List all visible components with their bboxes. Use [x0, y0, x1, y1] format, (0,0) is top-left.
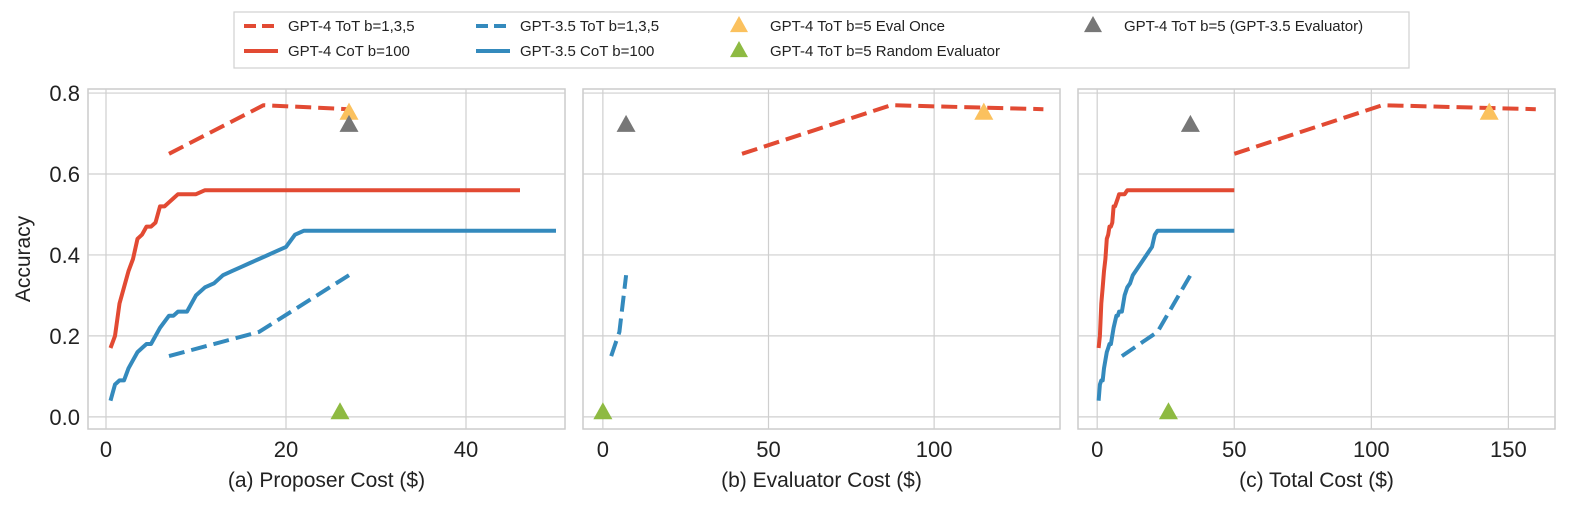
legend-marker [730, 40, 748, 58]
legend-item-gpt-4-tot-b-5-gpt-3-5-evaluator: GPT-4 ToT b=5 (GPT-3.5 Evaluator) [1084, 15, 1363, 35]
y-tick-label: 0.0 [49, 405, 80, 430]
legend-frame [233, 11, 1410, 69]
legend-marker [1084, 15, 1102, 33]
x-axis-title: (a) Proposer Cost ($) [228, 469, 425, 492]
x-tick-label: 100 [1353, 437, 1390, 462]
y-tick-label: 0.4 [49, 243, 80, 268]
point-gpt-4-tot-b-5-gpt-3-5-evaluator [616, 114, 636, 132]
y-axis-title: Accuracy [12, 215, 35, 302]
x-tick-label: 150 [1490, 437, 1527, 462]
y-tick-label: 0.6 [49, 162, 80, 187]
legend-item-gpt-4-tot-b-1-3-5: GPT-4 ToT b=1,3,5 [244, 18, 415, 35]
legend-item-gpt-3-5-cot-b-100: GPT-3.5 CoT b=100 [476, 43, 654, 60]
legend-label: GPT-4 ToT b=5 Eval Once [770, 18, 945, 35]
panel-1: 0.0 0.2 0.4 0.6 0.8 0 20 40 (a) Proposer Cost ($… [49, 81, 566, 492]
legend-label: GPT-3.5 CoT b=100 [520, 43, 654, 60]
series-line-gpt-3-5-cot-b-100 [1096, 228, 1235, 401]
y-tick-label: 0.2 [49, 324, 80, 349]
legend-label: GPT-4 CoT b=100 [288, 43, 410, 60]
legend-label: GPT-4 ToT b=5 (GPT-3.5 Evaluator) [1124, 18, 1363, 35]
x-tick-label: 100 [916, 437, 953, 462]
panel-2: 0 50 100 (b) Evaluator Cost ($) [582, 88, 1061, 492]
plot-area-frame [1077, 88, 1556, 430]
legend-label: GPT-4 ToT b=5 Random Evaluator [770, 43, 1000, 60]
x-tick-label: 40 [454, 437, 478, 462]
legend-item-gpt-4-tot-b-5-eval-once: GPT-4 ToT b=5 Eval Once [730, 15, 945, 35]
legend-item-gpt-4-cot-b-100: GPT-4 CoT b=100 [244, 43, 410, 60]
legend-label: GPT-4 ToT b=1,3,5 [288, 18, 415, 35]
legend-marker [730, 15, 748, 33]
series-line-gpt-3-5-tot-b-1-3-5 [609, 274, 629, 357]
series-line-gpt-3-5-tot-b-1-3-5 [168, 273, 351, 359]
x-tick-label: 0 [1091, 437, 1103, 462]
series-line-gpt-4-cot-b-100 [108, 188, 520, 349]
series-line-gpt-3-5-tot-b-1-3-5 [1120, 274, 1193, 358]
x-tick-label: 0 [100, 437, 112, 462]
point-gpt-4-tot-b-5-random-evaluator [593, 402, 613, 420]
legend: GPT-4 ToT b=1,3,5 GPT-4 CoT b=100 GPT-3.5 … [233, 11, 1410, 69]
panel-3: 0 50 100 150 (c) Total Cost ($) [1077, 88, 1556, 492]
x-axis-title: (b) Evaluator Cost ($) [721, 469, 922, 492]
series-line-gpt-4-tot-b-1-3-5 [1233, 103, 1536, 156]
point-gpt-4-tot-b-5-gpt-3-5-evaluator [1180, 114, 1200, 132]
legend-label: GPT-3.5 ToT b=1,3,5 [520, 18, 659, 35]
legend-item-gpt-4-tot-b-5-random-evaluator: GPT-4 ToT b=5 Random Evaluator [730, 40, 1000, 60]
x-tick-label: 50 [1222, 437, 1246, 462]
x-tick-label: 0 [597, 437, 609, 462]
series-line-gpt-4-tot-b-1-3-5 [168, 103, 350, 156]
x-tick-label: 20 [274, 437, 298, 462]
plot-area-frame [582, 88, 1061, 430]
series-line-gpt-4-tot-b-1-3-5 [741, 103, 1044, 156]
series-line-gpt-3-5-cot-b-100 [108, 228, 556, 402]
legend-item-gpt-3-5-tot-b-1-3-5: GPT-3.5 ToT b=1,3,5 [476, 18, 659, 35]
x-axis-title: (c) Total Cost ($) [1239, 469, 1394, 492]
x-tick-label: 50 [756, 437, 780, 462]
point-gpt-4-tot-b-5-random-evaluator [330, 402, 350, 420]
series-line-gpt-4-cot-b-100 [1096, 188, 1235, 349]
point-gpt-4-tot-b-5-eval-once [974, 102, 994, 120]
plot-area-frame [87, 88, 566, 430]
point-gpt-4-tot-b-5-eval-once [1479, 102, 1499, 120]
point-gpt-4-tot-b-5-gpt-3-5-evaluator [339, 114, 359, 132]
point-gpt-4-tot-b-5-random-evaluator [1158, 402, 1178, 420]
y-tick-label: 0.8 [49, 81, 80, 106]
point-gpt-4-tot-b-5-eval-once [339, 102, 359, 120]
